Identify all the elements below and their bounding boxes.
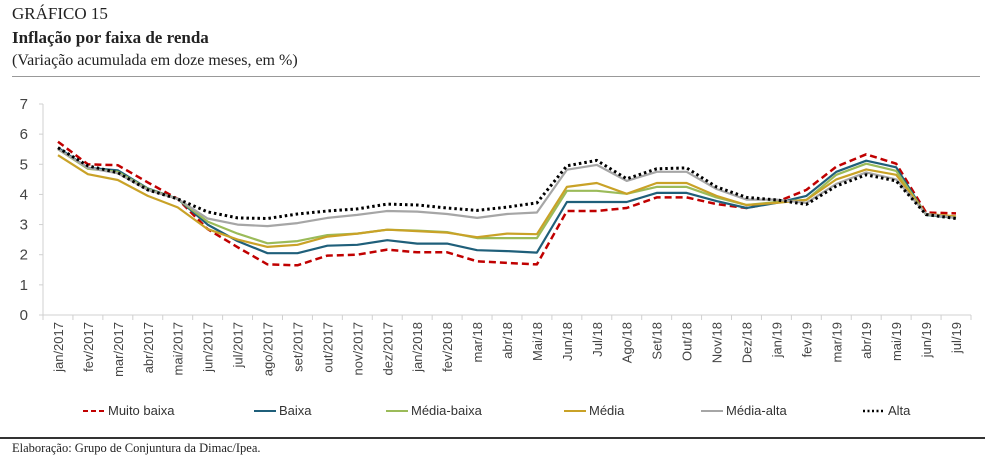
x-tick-label: fev/2018 [440,322,455,372]
legend-swatch [701,409,723,412]
legend-swatch [83,409,105,412]
chart-subtitle: (Variação acumulada em doze meses, em %) [12,52,298,69]
line-chart: 0 1 2 3 4 5 6 7 jan/2017 fev/2017 mar/2017 abr/2017… [20,96,972,377]
series-line-baixa [57,146,957,255]
legend-label: Média-baixa [411,403,482,418]
legend-label: Baixa [279,403,312,418]
x-tick-label: fev/19 [799,322,814,357]
x-tick-label: dez/2017 [380,322,395,376]
x-tick-label: jan/19 [769,322,784,358]
x-tick-label: set/2017 [290,322,305,372]
footer-divider [0,437,985,439]
legend-item: Média [563,403,624,418]
x-tick-label: ago/2017 [261,322,276,376]
source-note: Elaboração: Grupo de Conjuntura da Dimac… [12,441,261,455]
legend-label: Média [589,403,625,418]
y-tick-label: 4 [20,186,28,203]
series-line-m-dia [57,154,957,248]
legend-label: Muito baixa [108,403,175,418]
y-tick-label: 7 [20,96,28,113]
x-tick-label: mar/19 [829,322,844,362]
x-tick-label: abr/18 [500,322,515,359]
x-tick-label: jan/2017 [51,322,66,373]
legend-item: Média-alta [700,403,787,418]
y-tick-label: 1 [20,277,28,294]
x-tick-label: abr/2017 [141,322,156,373]
legend-swatch [254,409,276,412]
series-line-muito-baixa [57,140,957,267]
legend-item: Alta [862,403,910,418]
x-tick-label: Mai/18 [530,322,545,361]
legend-label: Alta [888,403,911,418]
y-tick-label: 3 [20,217,28,234]
x-tick-label: mai/19 [889,322,904,361]
y-tick-label: 0 [20,307,28,324]
x-tick-label: mar/2017 [111,322,126,377]
legend-item: Baixa [253,403,312,418]
legend-label: Média-alta [726,403,787,418]
series-lines [57,140,957,267]
x-tick-label: nov/2017 [350,322,365,376]
x-tick-label: jun/19 [919,322,934,358]
legend-swatch [564,409,586,412]
x-tick-label: Out/18 [680,322,695,361]
y-tick-label: 2 [20,247,28,264]
x-tick-label: Jun/18 [560,322,575,361]
chart-title: Inflação por faixa de renda [12,28,209,47]
x-tick-label: Nov/18 [710,322,725,363]
x-tick-label: Jul/18 [590,322,605,357]
x-tick-label: Set/18 [650,322,665,360]
axes: 0 1 2 3 4 5 6 7 jan/2017 fev/2017 mar/2017 abr/2017… [20,96,972,377]
legend-item: Muito baixa [82,403,174,418]
x-tick-label: jul/2017 [231,322,246,369]
y-tick-label: 6 [20,126,28,143]
x-tick-label: Ago/18 [620,322,635,363]
x-tick-label: mar/18 [470,322,485,362]
x-tick-label: jun/2017 [201,322,216,373]
legend-swatch [386,409,408,412]
x-tick-label: jan/2018 [410,322,425,373]
legend-swatch [863,409,885,412]
series-line-alta [57,146,957,220]
header-divider [12,76,980,77]
y-tick-label: 5 [20,156,28,173]
x-tick-label: jul/19 [949,322,964,354]
x-tick-label: out/2017 [320,322,335,373]
x-tick-label: mai/2017 [171,322,186,375]
x-tick-label: Dez/18 [739,322,754,363]
legend-item: Média-baixa [385,403,482,418]
x-tick-label: fev/2017 [81,322,96,372]
chart-label: GRÁFICO 15 [12,4,108,23]
x-tick-label: abr/19 [859,322,874,359]
